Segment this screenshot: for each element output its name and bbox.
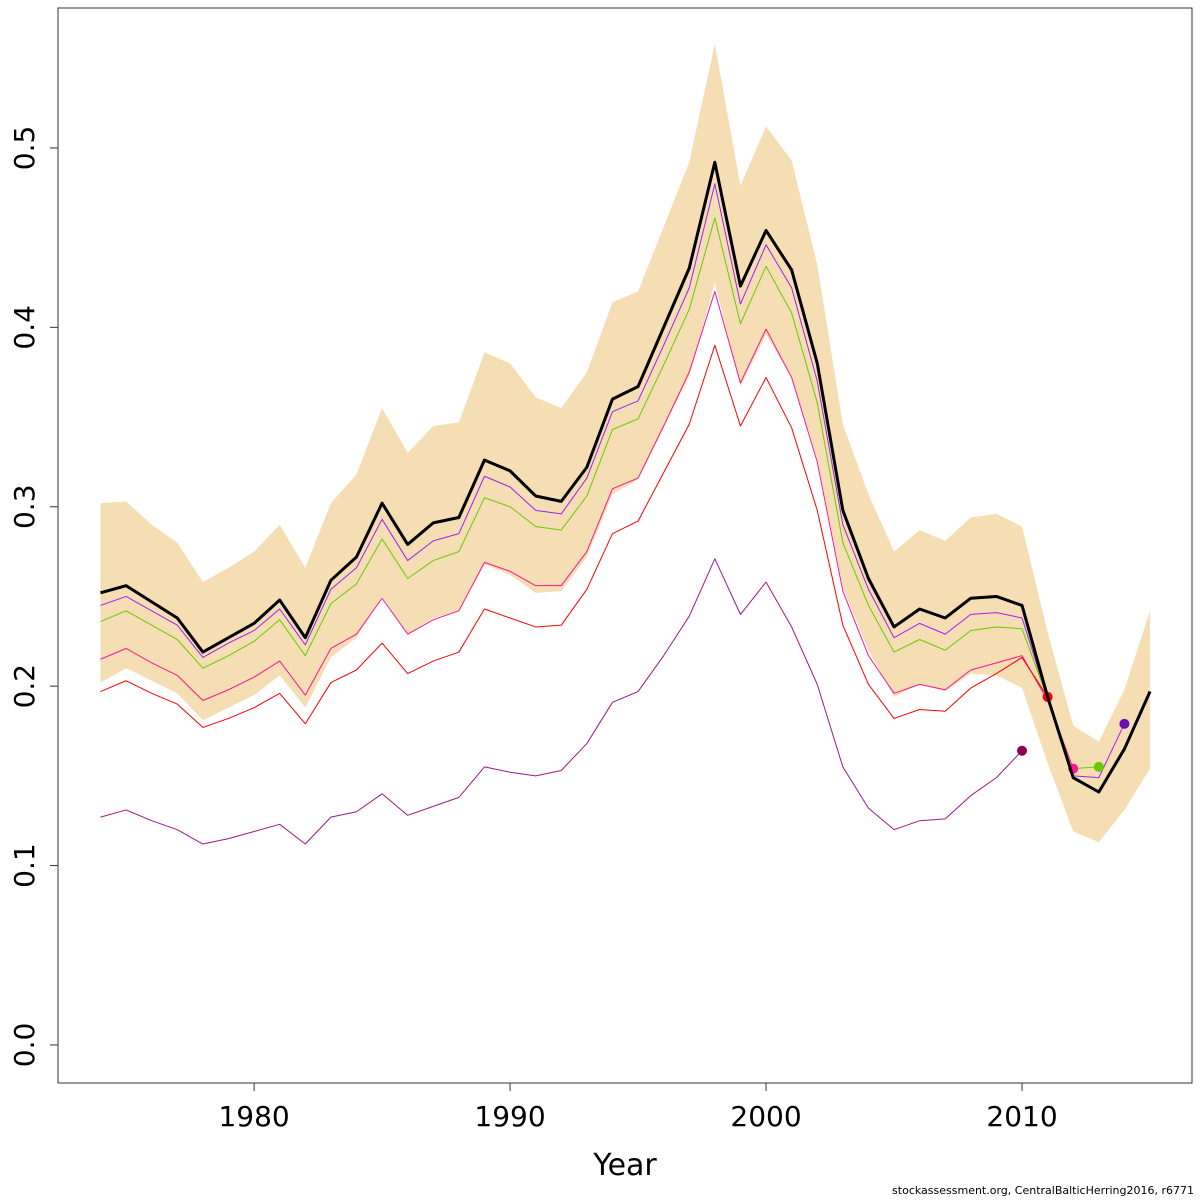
series-line: [100, 558, 1023, 845]
plot-frame: [57, 7, 1193, 1084]
confidence-band: [100, 43, 1151, 843]
footnote: stockassessment.org, CentralBalticHerrin…: [892, 1184, 1194, 1197]
x-tick-label: 2010: [986, 1100, 1057, 1133]
series-line: [100, 290, 1074, 769]
y-tick-label: 0.5: [8, 126, 41, 171]
x-tick-label: 2000: [730, 1100, 801, 1133]
series-line: [100, 217, 1099, 770]
y-tick-label: 0.3: [8, 484, 41, 529]
end-point: [1017, 745, 1028, 756]
x-axis-label: Year: [592, 1148, 657, 1183]
y-tick-label: 0.1: [8, 843, 41, 888]
end-point: [1119, 718, 1130, 729]
end-point: [1093, 761, 1104, 772]
x-tick-label: 1990: [474, 1100, 545, 1133]
y-tick-label: 0.2: [8, 664, 41, 709]
series-line: [100, 344, 1049, 728]
series-line: [100, 183, 1125, 779]
y-tick-label: 0.4: [8, 305, 41, 350]
series-line: [100, 160, 1152, 794]
y-tick-label: 0.0: [8, 1023, 41, 1068]
x-tick-label: 1980: [218, 1100, 289, 1133]
